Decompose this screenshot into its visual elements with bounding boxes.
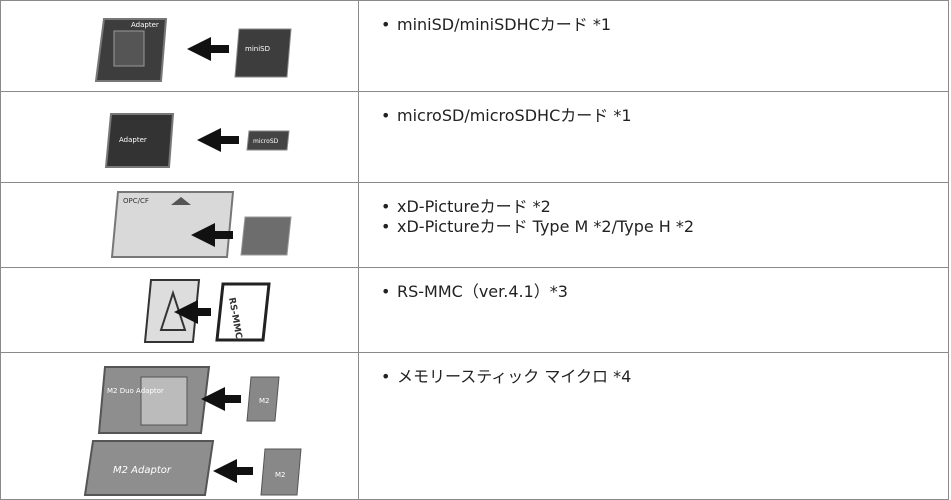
list-item: RS-MMC（ver.4.1）*3 [359, 282, 948, 302]
card-illustration: RS-MMC [143, 279, 271, 343]
card-illustration: OPC/CF [110, 191, 292, 258]
list-item: microSD/microSDHCカード *1 [359, 106, 948, 126]
table-row: RS-MMC RS-MMC（ver.4.1）*3 [0, 268, 949, 353]
list-item: miniSD/miniSDHCカード *1 [359, 15, 948, 35]
image-cell: RS-MMC [1, 268, 359, 352]
table-row: Adapter microSD microSD/microSDHCカード *1 [0, 92, 949, 183]
list-item: xD-Pictureカード Type M *2/Type H *2 [359, 217, 948, 237]
table-row: Adapter miniSD miniSD/miniSDHCカード *1 [0, 0, 949, 92]
card-illustration: Adapter microSD [104, 113, 290, 168]
image-label: Adapter [119, 136, 147, 144]
image-cell: Adapter miniSD [1, 1, 359, 91]
image-label: microSD [253, 138, 279, 145]
image-cell: OPC/CF [1, 183, 359, 267]
card-illustration: M2 Duo Adaptor M2 M2 Adaptor M2 [83, 366, 302, 496]
image-label: M2 Duo Adaptor [107, 387, 164, 395]
image-label: M2 [275, 471, 286, 479]
image-label: M2 [259, 397, 270, 405]
table-row: OPC/CF xD-Pictureカード *2 xD-Pictureカード Ty… [0, 183, 949, 268]
image-label: Adapter [131, 21, 159, 29]
image-cell: M2 Duo Adaptor M2 M2 Adaptor M2 [1, 353, 359, 499]
table-row: M2 Duo Adaptor M2 M2 Adaptor M2 メモリースティッ… [0, 353, 949, 500]
image-cell: Adapter microSD [1, 92, 359, 182]
card-illustration: Adapter miniSD [94, 18, 292, 82]
list-item: xD-Pictureカード *2 [359, 197, 948, 217]
list-item: メモリースティック マイクロ *4 [359, 367, 948, 387]
image-label: M2 Adaptor [113, 465, 172, 476]
image-label: OPC/CF [123, 197, 149, 205]
image-label: miniSD [245, 45, 270, 53]
